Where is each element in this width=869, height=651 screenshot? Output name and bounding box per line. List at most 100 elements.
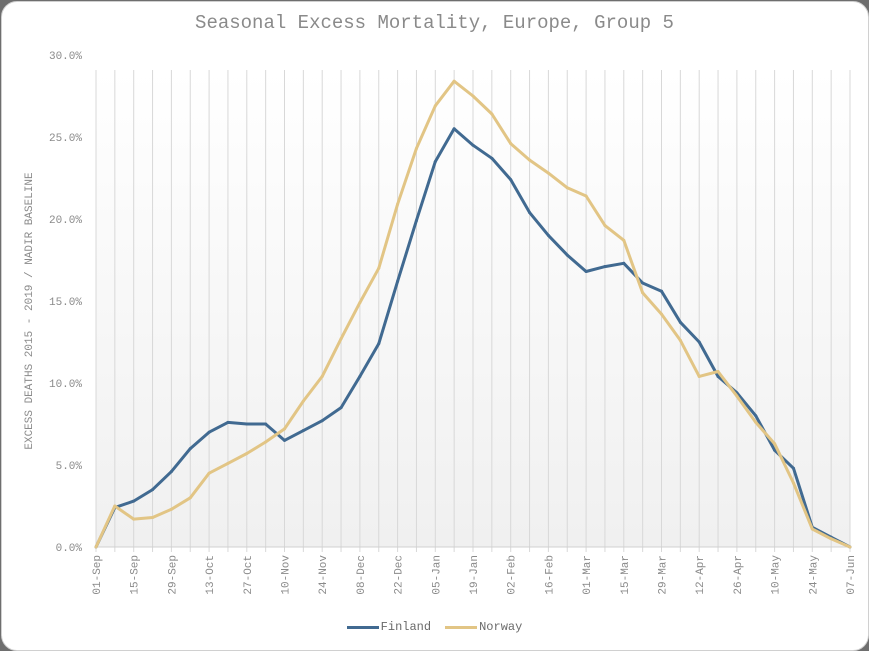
data-point-finland (433, 160, 437, 164)
data-point-finland (207, 430, 211, 434)
data-point-norway (433, 104, 437, 108)
data-point-finland (358, 374, 362, 378)
x-tick-label: 29-Sep (167, 555, 179, 595)
data-point-finland (245, 422, 249, 426)
data-point-norway (641, 291, 645, 295)
data-point-finland (603, 265, 607, 269)
data-point-norway (584, 194, 588, 198)
data-point-finland (377, 342, 381, 346)
x-tick-label: 10-Nov (281, 555, 293, 595)
legend-item-norway[interactable]: Norway (445, 620, 522, 634)
data-point-finland (301, 429, 305, 433)
data-point-finland (452, 127, 456, 131)
data-point-norway (509, 142, 513, 146)
legend: Finland Norway (0, 620, 869, 634)
grid-lines (95, 70, 851, 552)
data-point-finland (490, 156, 494, 160)
x-tick-label: 24-May (808, 555, 820, 595)
data-point-finland (678, 320, 682, 324)
data-point-norway (377, 266, 381, 270)
data-point-norway (132, 517, 136, 521)
data-point-finland (509, 178, 513, 182)
data-point-norway (151, 515, 155, 519)
data-point-norway (754, 420, 758, 424)
x-tick-label: 19-Jan (469, 555, 481, 595)
data-point-norway (622, 238, 626, 242)
data-point-norway (565, 186, 569, 190)
data-point-norway (716, 370, 720, 374)
data-point-norway (810, 527, 814, 531)
legend-swatch-norway (445, 625, 478, 629)
legend-swatch-finland (346, 625, 379, 629)
data-point-finland (169, 470, 173, 474)
x-tick-label: 12-Apr (695, 555, 707, 595)
data-point-norway (226, 461, 230, 465)
data-point-finland (716, 374, 720, 378)
data-point-finland (320, 419, 324, 423)
x-tick-label: 02-Feb (507, 555, 519, 595)
data-point-norway (301, 399, 305, 403)
series-lines (94, 79, 852, 549)
x-axis: 01-Sep 15-Sep 29-Sep 13-Oct 27-Oct 10-Nov 24-N… (92, 555, 858, 595)
y-tick-label: 10.0% (49, 379, 82, 391)
data-point-norway (169, 507, 173, 511)
data-point-norway (320, 374, 324, 378)
data-point-norway (829, 537, 833, 541)
legend-label-finland: Finland (380, 620, 432, 634)
data-point-finland (584, 269, 588, 273)
legend-label-norway: Norway (479, 620, 523, 634)
data-point-norway (188, 496, 192, 500)
data-point-norway (339, 337, 343, 341)
data-point-norway (678, 338, 682, 342)
x-tick-label: 07-Jun (846, 555, 858, 595)
data-point-finland (773, 448, 777, 452)
y-axis-label: EXCESS DEATHS 2015 - 2019 / NADIR BASELI… (24, 172, 36, 450)
data-point-norway (660, 312, 663, 316)
x-tick-label: 24-Nov (318, 555, 330, 595)
x-tick-label: 10-May (771, 555, 783, 595)
y-axis: 0.0% 5.0% 10.0% 15.0% 20.0% 25.0% 30.0% (49, 51, 82, 555)
data-point-norway (490, 112, 494, 116)
y-tick-label: 30.0% (49, 51, 82, 63)
data-point-finland (339, 406, 343, 410)
data-point-finland (565, 253, 569, 257)
data-point-finland (188, 447, 192, 451)
y-tick-label: 15.0% (49, 297, 82, 309)
x-tick-label: 27-Oct (243, 555, 255, 595)
x-tick-label: 13-Oct (205, 555, 217, 595)
data-point-norway (848, 545, 852, 549)
data-point-norway (528, 158, 532, 162)
x-tick-label: 15-Sep (130, 555, 142, 595)
y-tick-label: 0.0% (56, 543, 83, 555)
data-point-norway (94, 545, 98, 549)
data-point-finland (151, 488, 155, 492)
data-point-finland (697, 340, 701, 344)
chart-title: Seasonal Excess Mortality, Europe, Group… (195, 12, 674, 34)
legend-item-finland[interactable]: Finland (346, 620, 432, 634)
data-point-finland (641, 281, 645, 285)
x-tick-label: 15-Mar (620, 555, 632, 595)
data-point-finland (264, 422, 268, 426)
data-point-norway (207, 471, 211, 475)
data-point-norway (791, 481, 795, 485)
data-point-norway (264, 440, 268, 444)
data-point-norway (546, 171, 550, 175)
data-point-norway (603, 224, 607, 228)
y-tick-label: 20.0% (49, 215, 82, 227)
data-point-finland (471, 143, 475, 147)
data-point-norway (396, 202, 400, 206)
x-tick-label: 26-Apr (733, 555, 745, 595)
data-point-finland (791, 466, 795, 470)
data-point-norway (245, 452, 249, 456)
x-tick-label: 05-Jan (431, 555, 443, 595)
data-point-norway (452, 79, 456, 83)
y-tick-label: 5.0% (56, 461, 83, 473)
y-tick-label: 25.0% (49, 133, 82, 145)
data-point-finland (754, 414, 758, 418)
x-tick-label: 01-Sep (92, 555, 104, 595)
data-point-finland (396, 279, 400, 283)
data-point-finland (546, 233, 550, 237)
data-point-finland (528, 210, 532, 214)
x-tick-label: 29-Mar (658, 555, 670, 595)
